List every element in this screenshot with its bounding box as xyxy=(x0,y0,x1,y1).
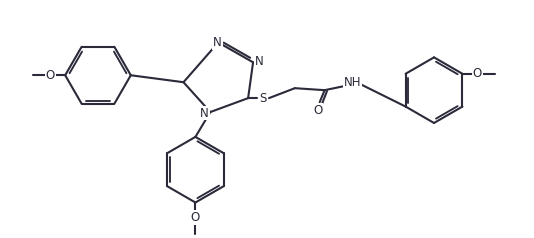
Text: S: S xyxy=(260,92,266,105)
Text: O: O xyxy=(313,104,323,117)
Text: N: N xyxy=(213,36,222,49)
Text: NH: NH xyxy=(344,76,361,89)
Text: N: N xyxy=(255,55,263,68)
Text: O: O xyxy=(45,69,55,82)
Text: O: O xyxy=(473,67,482,80)
Text: O: O xyxy=(191,211,200,224)
Text: N: N xyxy=(200,107,209,119)
